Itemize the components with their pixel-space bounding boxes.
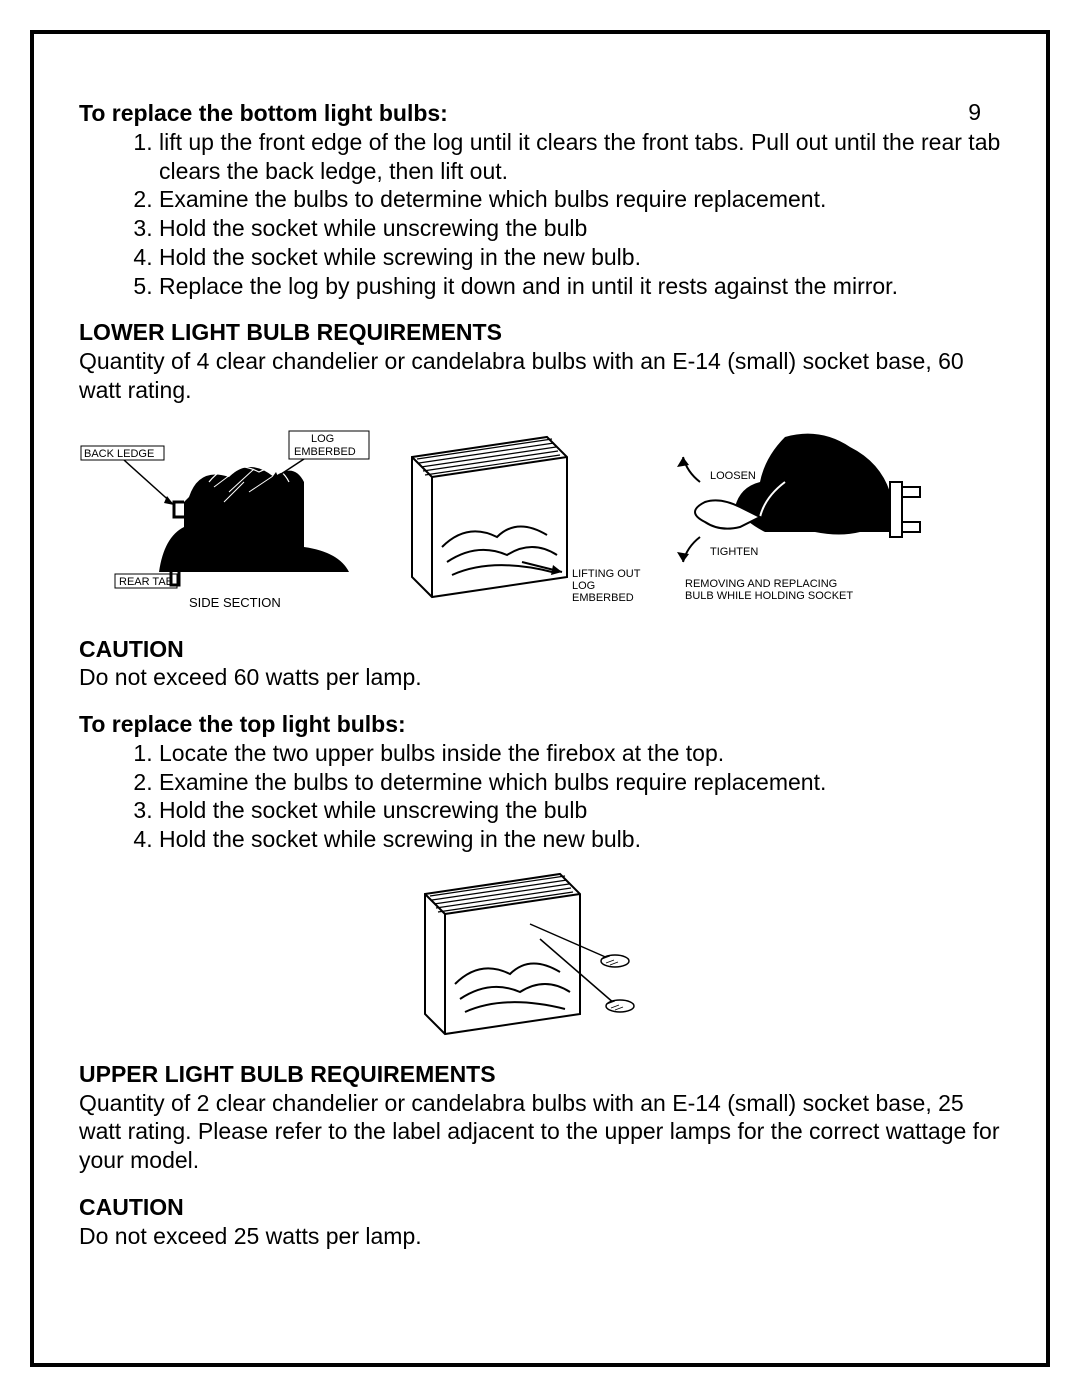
firebox-lifting-diagram: LIFTING OUT LOG EMBERBED — [397, 427, 647, 617]
bottom-bulbs-list: lift up the front edge of the log until … — [79, 128, 1001, 301]
back-ledge-label: BACK LEDGE — [84, 448, 154, 460]
list-item: Locate the two upper bulbs inside the fi… — [159, 739, 1001, 768]
page-number: 9 — [968, 99, 981, 126]
content-body: To replace the bottom light bulbs: lift … — [79, 99, 1001, 1250]
caution2-text: Do not exceed 25 watts per lamp. — [79, 1222, 1001, 1251]
diagram-row: BACK LEDGE LOG EMBERBED REAR TAB SIDE SE… — [79, 427, 1001, 617]
svg-text:LOG: LOG — [572, 580, 595, 592]
svg-text:EMBERBED: EMBERBED — [294, 446, 356, 458]
upper-req-heading: UPPER LIGHT BULB REQUIREMENTS — [79, 1060, 1001, 1089]
list-item: Hold the socket while screwing in the ne… — [159, 243, 1001, 272]
bottom-bulbs-heading: To replace the bottom light bulbs: — [79, 99, 1001, 128]
caution1-heading: CAUTION — [79, 635, 1001, 664]
bulb-replace-diagram: LOOSEN TIGHTEN REMOVING AND REPLACING BU… — [665, 427, 945, 617]
svg-text:LOG: LOG — [311, 433, 334, 445]
svg-text:BULB WHILE HOLDING SOCKET: BULB WHILE HOLDING SOCKET — [685, 590, 853, 602]
caution1-text: Do not exceed 60 watts per lamp. — [79, 663, 1001, 692]
list-item: lift up the front edge of the log until … — [159, 128, 1001, 186]
upper-req-text: Quantity of 2 clear chandelier or candel… — [79, 1089, 1001, 1175]
list-item: Examine the bulbs to determine which bul… — [159, 185, 1001, 214]
lower-req-text: Quantity of 4 clear chandelier or candel… — [79, 347, 1001, 405]
list-item: Examine the bulbs to determine which bul… — [159, 768, 1001, 797]
list-item: Replace the log by pushing it down and i… — [159, 272, 1001, 301]
lower-req-heading: LOWER LIGHT BULB REQUIREMENTS — [79, 318, 1001, 347]
svg-text:EMBERBED: EMBERBED — [572, 592, 634, 604]
page: 9 To replace the bottom light bulbs: lif… — [0, 0, 1080, 1397]
svg-text:LIFTING OUT: LIFTING OUT — [572, 568, 641, 580]
top-bulbs-list: Locate the two upper bulbs inside the fi… — [79, 739, 1001, 854]
page-frame: 9 To replace the bottom light bulbs: lif… — [30, 30, 1050, 1367]
list-item: Hold the socket while unscrewing the bul… — [159, 214, 1001, 243]
list-item: Hold the socket while screwing in the ne… — [159, 825, 1001, 854]
list-item: Hold the socket while unscrewing the bul… — [159, 796, 1001, 825]
firebox-bulbs-diagram — [410, 864, 670, 1044]
tighten-label: TIGHTEN — [710, 546, 758, 558]
rear-tab-label: REAR TAB — [119, 576, 173, 588]
loosen-label: LOOSEN — [710, 470, 756, 482]
top-bulbs-heading: To replace the top light bulbs: — [79, 710, 1001, 739]
side-section-caption: SIDE SECTION — [189, 595, 281, 610]
side-section-diagram: BACK LEDGE LOG EMBERBED REAR TAB SIDE SE… — [79, 427, 379, 617]
firebox-bulbs-diagram-wrap — [79, 864, 1001, 1044]
caution2-heading: CAUTION — [79, 1193, 1001, 1222]
svg-text:REMOVING AND REPLACING: REMOVING AND REPLACING — [685, 578, 837, 590]
